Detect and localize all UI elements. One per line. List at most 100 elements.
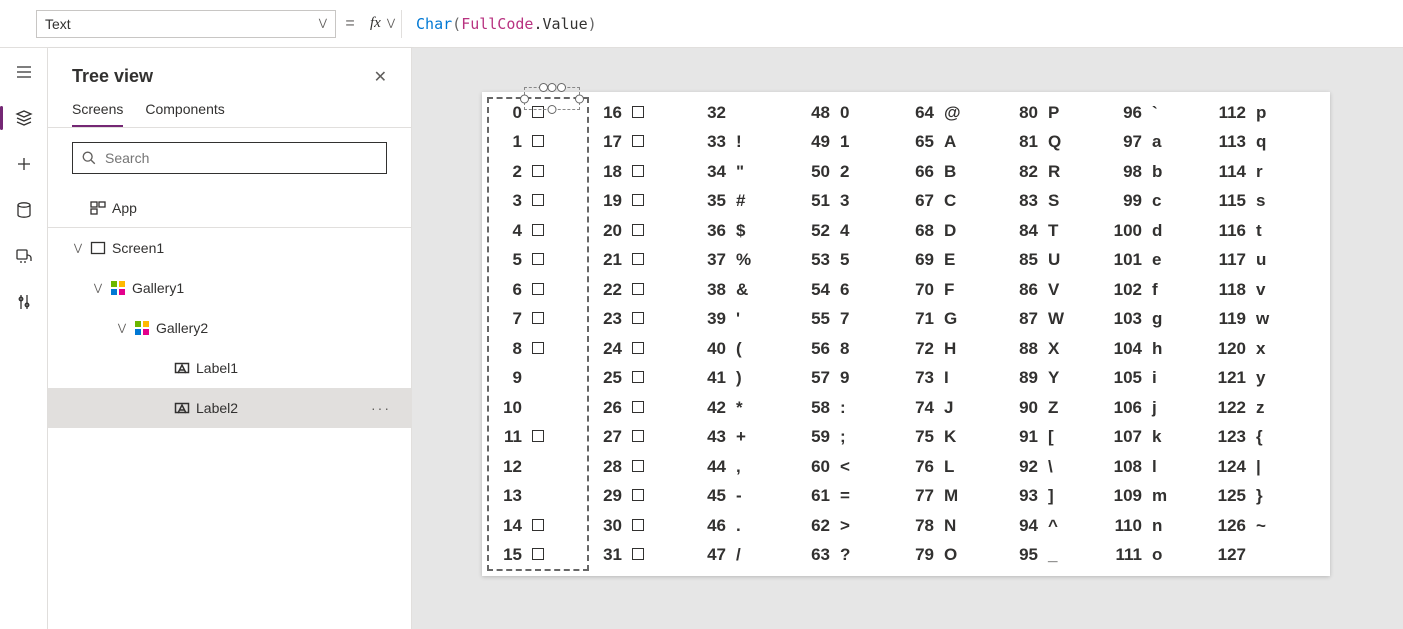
ascii-cell[interactable]: 44, (692, 452, 796, 482)
ascii-cell[interactable]: 100d (1108, 216, 1212, 246)
ascii-cell[interactable]: 31 (588, 541, 692, 571)
chevron-down-icon[interactable]: ⋁ (92, 283, 104, 294)
ascii-cell[interactable]: 39' (692, 305, 796, 335)
hamburger-button[interactable] (4, 56, 44, 88)
ascii-cell[interactable]: 66B (900, 157, 1004, 187)
ascii-cell[interactable]: 27 (588, 423, 692, 453)
ascii-cell[interactable]: 125} (1212, 482, 1316, 512)
tools-button[interactable] (4, 286, 44, 318)
ascii-cell[interactable]: 75K (900, 423, 1004, 453)
ascii-cell[interactable]: 513 (796, 187, 900, 217)
ascii-cell[interactable]: 5 (488, 246, 588, 276)
ascii-cell[interactable]: 99c (1108, 187, 1212, 217)
ascii-cell[interactable]: 579 (796, 364, 900, 394)
ascii-cell[interactable]: 91[ (1004, 423, 1108, 453)
ascii-cell[interactable]: 71G (900, 305, 1004, 335)
ascii-cell[interactable]: 568 (796, 334, 900, 364)
ascii-cell[interactable]: 11 (488, 423, 588, 453)
ascii-cell[interactable]: 41) (692, 364, 796, 394)
ascii-cell[interactable]: 70F (900, 275, 1004, 305)
ascii-cell[interactable]: 9 (488, 364, 588, 394)
ascii-cell[interactable]: 38& (692, 275, 796, 305)
ascii-cell[interactable]: 65A (900, 128, 1004, 158)
ascii-cell[interactable]: 120x (1212, 334, 1316, 364)
selection-handles[interactable] (524, 87, 580, 110)
ascii-cell[interactable]: 10 (488, 393, 588, 423)
ascii-cell[interactable]: 67C (900, 187, 1004, 217)
ascii-cell[interactable]: 12 (488, 452, 588, 482)
ascii-cell[interactable]: 123{ (1212, 423, 1316, 453)
ascii-cell[interactable]: 105i (1108, 364, 1212, 394)
ascii-cell[interactable]: 113q (1212, 128, 1316, 158)
tree-item-gallery1[interactable]: ⋁Gallery1··· (48, 268, 411, 308)
ascii-cell[interactable]: 36$ (692, 216, 796, 246)
ascii-cell[interactable]: 32 (692, 98, 796, 128)
ascii-cell[interactable]: 42* (692, 393, 796, 423)
ascii-cell[interactable]: 60< (796, 452, 900, 482)
ascii-cell[interactable]: 18 (588, 157, 692, 187)
ascii-cell[interactable]: 30 (588, 511, 692, 541)
ascii-cell[interactable]: 502 (796, 157, 900, 187)
ascii-cell[interactable]: 63? (796, 541, 900, 571)
search-field[interactable] (105, 150, 378, 166)
ascii-cell[interactable]: 20 (588, 216, 692, 246)
ascii-cell[interactable]: 110n (1108, 511, 1212, 541)
ascii-cell[interactable]: 98b (1108, 157, 1212, 187)
ascii-cell[interactable]: 127 (1212, 541, 1316, 571)
tree-item-gallery2[interactable]: ⋁Gallery2··· (48, 308, 411, 348)
ascii-cell[interactable]: 69E (900, 246, 1004, 276)
ascii-cell[interactable]: 89Y (1004, 364, 1108, 394)
ascii-cell[interactable]: 14 (488, 511, 588, 541)
ascii-cell[interactable]: 1 (488, 128, 588, 158)
ascii-cell[interactable]: 2 (488, 157, 588, 187)
tree-item-label1[interactable]: Label1··· (48, 348, 411, 388)
ascii-cell[interactable]: 4 (488, 216, 588, 246)
ascii-cell[interactable]: 86V (1004, 275, 1108, 305)
data-button[interactable] (4, 194, 44, 226)
ascii-cell[interactable]: 94^ (1004, 511, 1108, 541)
ascii-cell[interactable]: 72H (900, 334, 1004, 364)
ascii-cell[interactable]: 78N (900, 511, 1004, 541)
ascii-cell[interactable]: 92\ (1004, 452, 1108, 482)
ascii-cell[interactable]: 62> (796, 511, 900, 541)
ascii-cell[interactable]: 116t (1212, 216, 1316, 246)
ascii-cell[interactable]: 58: (796, 393, 900, 423)
ascii-cell[interactable]: 115s (1212, 187, 1316, 217)
ascii-cell[interactable]: 118v (1212, 275, 1316, 305)
ascii-cell[interactable]: 8 (488, 334, 588, 364)
ascii-cell[interactable]: 61= (796, 482, 900, 512)
ascii-cell[interactable]: 90Z (1004, 393, 1108, 423)
resize-handle[interactable] (539, 83, 548, 92)
resize-handle[interactable] (557, 83, 566, 92)
ascii-cell[interactable]: 16 (588, 98, 692, 128)
fx-button[interactable]: fx ⋁ (364, 10, 402, 38)
ascii-cell[interactable]: 546 (796, 275, 900, 305)
ascii-cell[interactable]: 46. (692, 511, 796, 541)
ascii-cell[interactable]: 83S (1004, 187, 1108, 217)
ascii-cell[interactable]: 106j (1108, 393, 1212, 423)
ascii-cell[interactable]: 117u (1212, 246, 1316, 276)
ascii-cell[interactable]: 112p (1212, 98, 1316, 128)
property-select[interactable]: Text ⋁ (36, 10, 336, 38)
close-button[interactable]: ✕ (374, 67, 387, 87)
ascii-cell[interactable]: 64@ (900, 98, 1004, 128)
ascii-cell[interactable]: 93] (1004, 482, 1108, 512)
ascii-cell[interactable]: 87W (1004, 305, 1108, 335)
ascii-cell[interactable]: 101e (1108, 246, 1212, 276)
ascii-cell[interactable]: 524 (796, 216, 900, 246)
formula-input[interactable]: Char ( FullCode .Value ) (402, 10, 1403, 38)
ascii-cell[interactable]: 3 (488, 187, 588, 217)
media-button[interactable] (4, 240, 44, 272)
tree-view-button[interactable] (4, 102, 44, 134)
ascii-cell[interactable]: 126~ (1212, 511, 1316, 541)
ascii-cell[interactable]: 122z (1212, 393, 1316, 423)
ascii-cell[interactable]: 19 (588, 187, 692, 217)
ascii-cell[interactable]: 45- (692, 482, 796, 512)
ascii-cell[interactable]: 6 (488, 275, 588, 305)
ascii-cell[interactable]: 97a (1108, 128, 1212, 158)
ascii-cell[interactable]: 23 (588, 305, 692, 335)
ascii-cell[interactable]: 37% (692, 246, 796, 276)
ascii-cell[interactable]: 81Q (1004, 128, 1108, 158)
ascii-cell[interactable]: 26 (588, 393, 692, 423)
more-button[interactable]: ··· (371, 400, 391, 416)
